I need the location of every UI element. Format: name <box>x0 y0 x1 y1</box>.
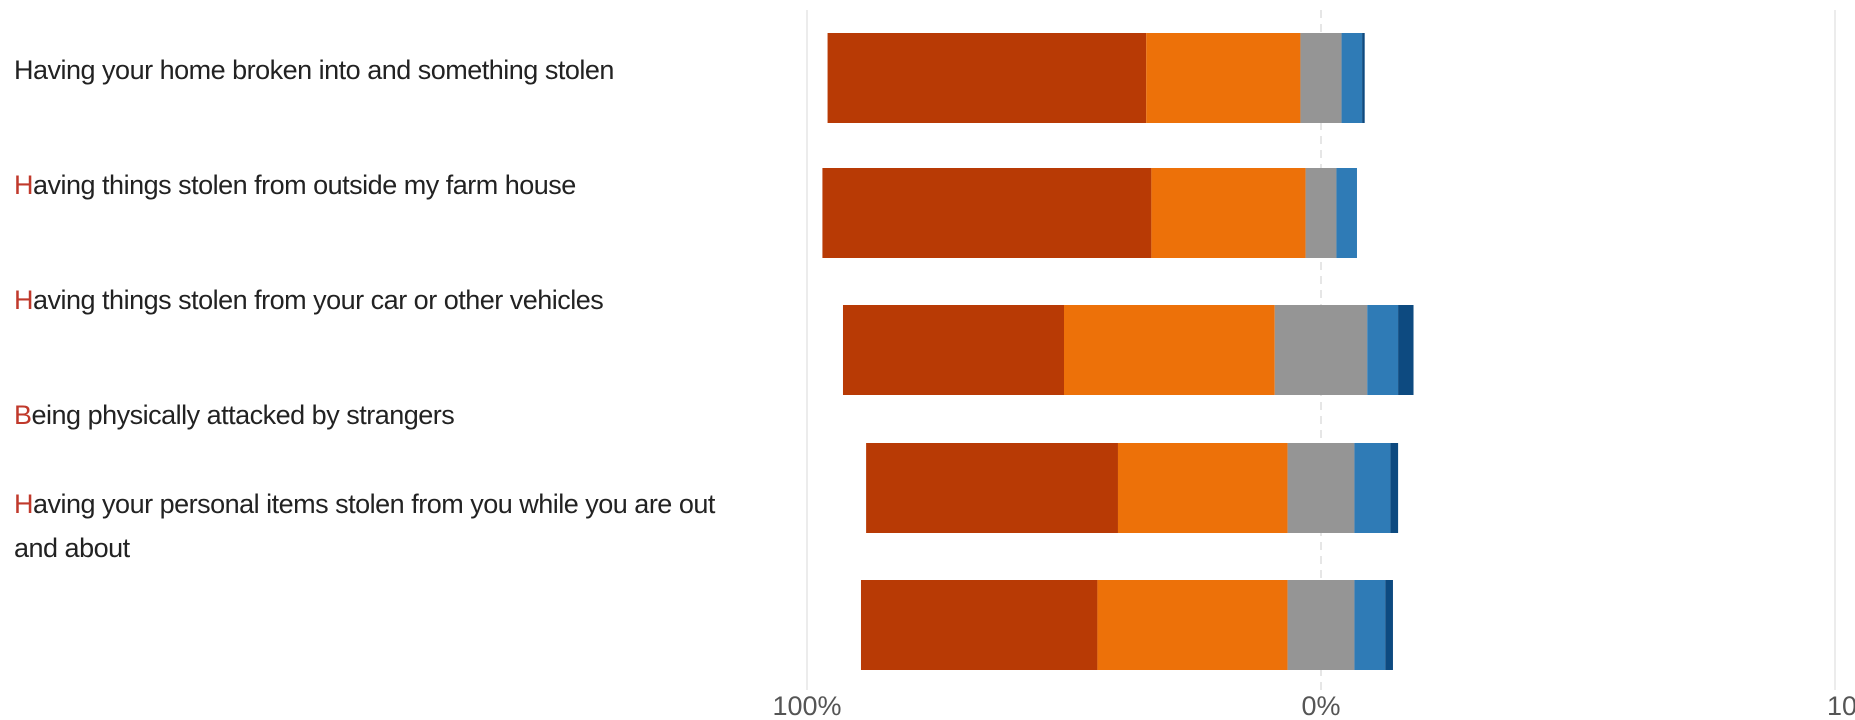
category-label-3-rest: aving things stolen from your car or oth… <box>33 285 604 315</box>
bar-segment-row5-series3 <box>1287 580 1355 670</box>
bar-segment-row5-series1 <box>860 580 1098 670</box>
bar-segment-row3-series4 <box>1367 305 1399 395</box>
bar-segment-row5-series5 <box>1385 580 1393 670</box>
category-label-4: Being physically attacked by strangers <box>14 390 754 440</box>
bar-segment-row2-series4 <box>1336 168 1357 258</box>
bar-segment-row1-series4 <box>1341 33 1363 123</box>
bar-segment-row1-series1 <box>827 33 1147 123</box>
bar-segment-row5-series2 <box>1097 580 1288 670</box>
x-tick-label: 100% <box>772 691 841 720</box>
category-label-1: Having your home broken into and somethi… <box>14 55 614 85</box>
category-label-4-rest: eing physically attacked by strangers <box>31 400 455 430</box>
category-label-3-initial: H <box>14 285 34 315</box>
bar-segment-row4-series1 <box>866 443 1118 533</box>
bar-segment-row4-series5 <box>1390 443 1399 533</box>
bar-segment-row1-series2 <box>1146 33 1301 123</box>
x-tick-label: 0% <box>1301 691 1340 720</box>
category-label-2-rest: aving things stolen from outside my farm… <box>33 170 576 200</box>
bar-segment-row4-series3 <box>1287 443 1355 533</box>
bar-segment-row2-series3 <box>1305 168 1337 258</box>
bar-segment-row4-series2 <box>1117 443 1288 533</box>
bar-segment-row1-series3 <box>1300 33 1342 123</box>
bar-segment-row2-series1 <box>822 168 1152 258</box>
category-label-3: Having things stolen from your car or ot… <box>14 275 754 325</box>
bar-segment-row3-series1 <box>842 305 1064 395</box>
category-label-5-rest: aving your personal items stolen from yo… <box>14 489 715 563</box>
category-label-5-initial: H <box>14 489 34 519</box>
bar-segment-row2-series2 <box>1151 168 1306 258</box>
x-tick-label: 100% <box>1827 691 1855 720</box>
category-label-4-initial: B <box>14 400 32 430</box>
bar-segment-row4-series4 <box>1354 443 1391 533</box>
category-label-2: Having things stolen from outside my far… <box>14 160 754 210</box>
category-label-2-initial: H <box>14 170 34 200</box>
bar-segment-row5-series4 <box>1354 580 1386 670</box>
bar-segment-row1-series5 <box>1362 33 1365 123</box>
category-label-5: Having your personal items stolen from y… <box>14 482 754 570</box>
bar-segment-row3-series3 <box>1274 305 1368 395</box>
bar-segment-row3-series2 <box>1064 305 1275 395</box>
bar-segment-row3-series5 <box>1398 305 1414 395</box>
